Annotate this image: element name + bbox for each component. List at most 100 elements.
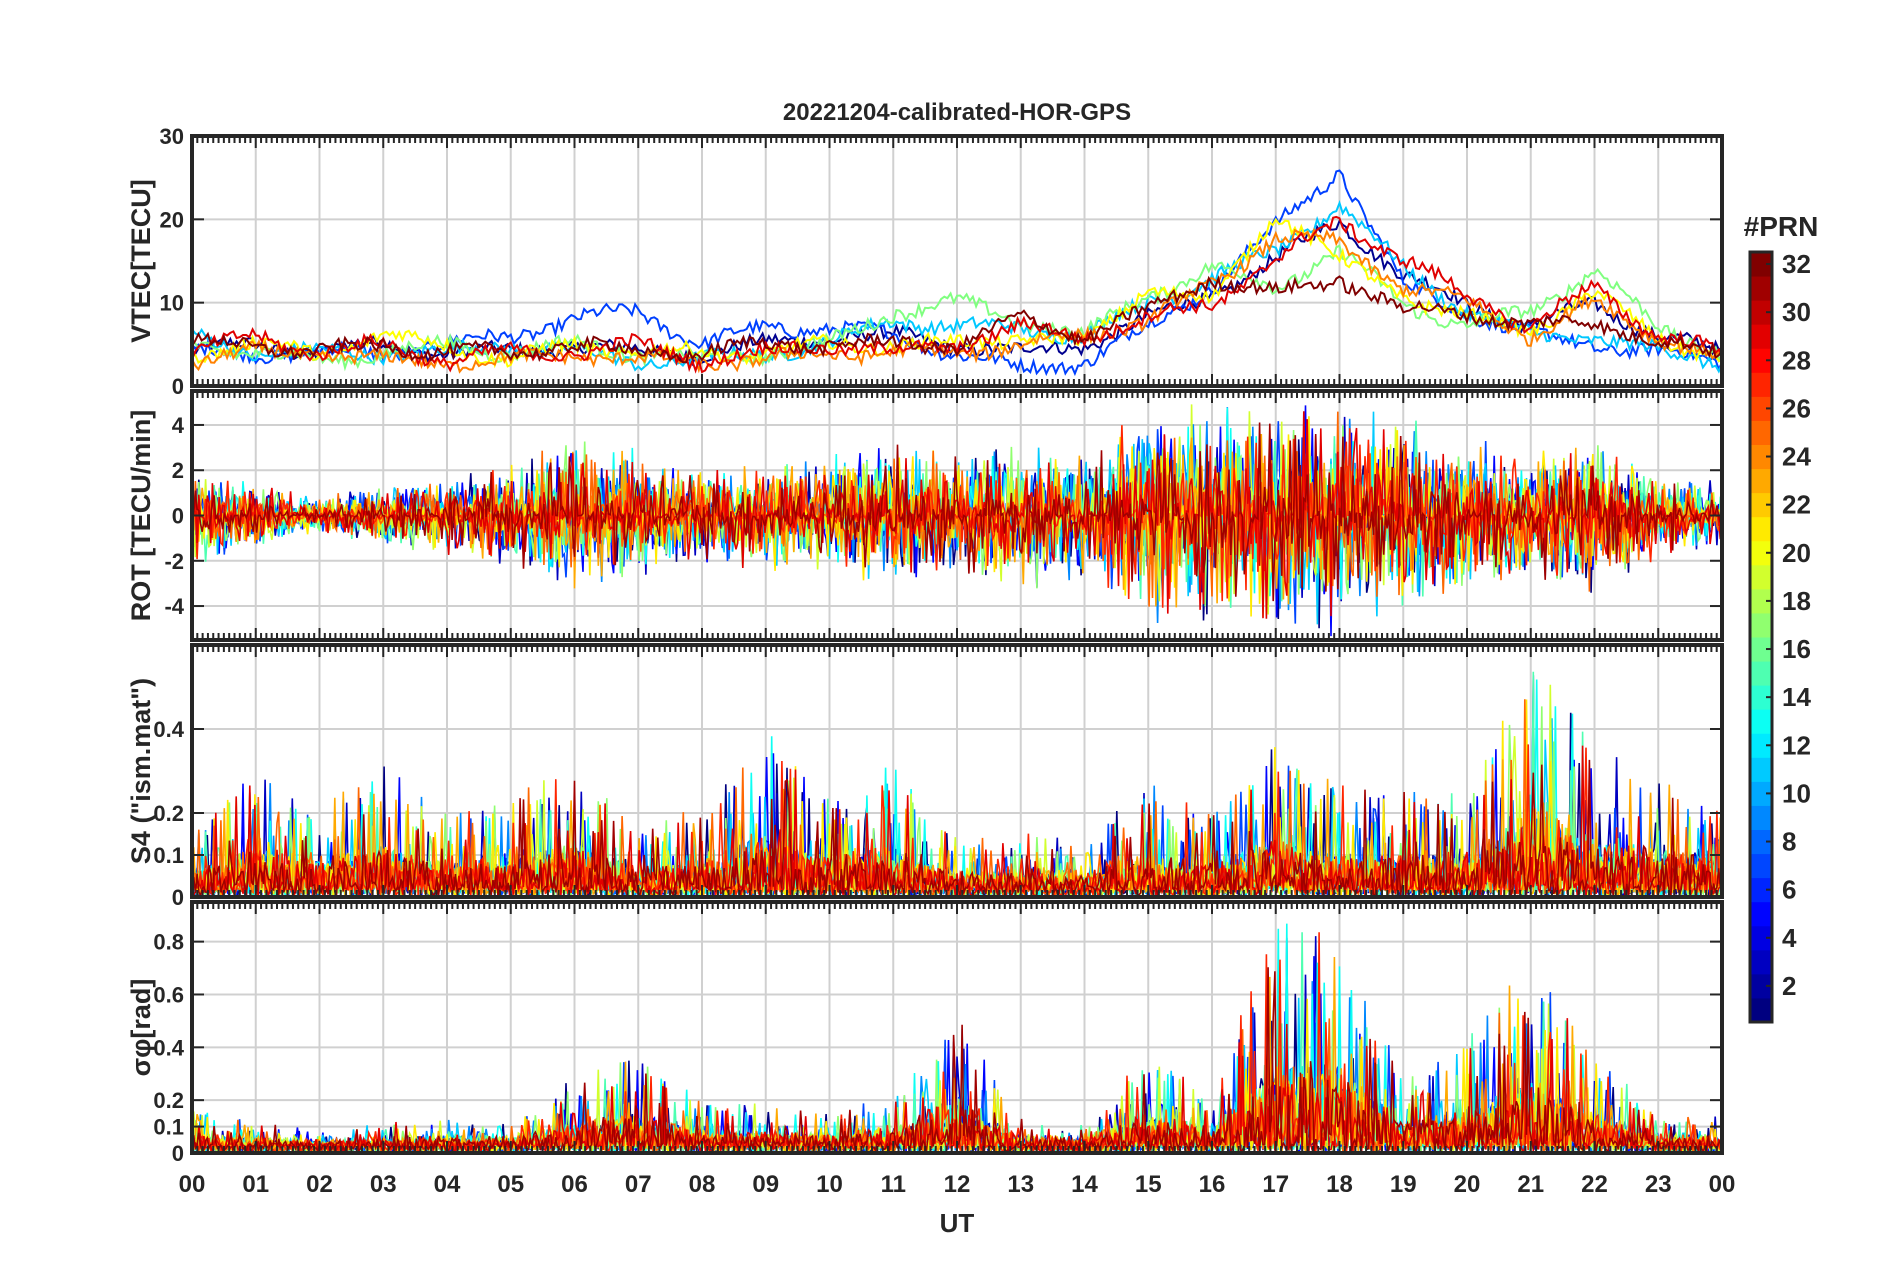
y-axis-label: S4 ("ism.mat"): [126, 678, 156, 864]
trace-prn-31: [192, 422, 1722, 602]
panel-traces: [192, 404, 1722, 637]
panel-minor-ticks: [191, 135, 1723, 387]
x-tick-label: 19: [1390, 1171, 1417, 1198]
panel-sigma_phi: 00.10.2 0.4 0.6 0.8 σφ[rad]: [126, 900, 1724, 1166]
colorbar-segment: [1750, 276, 1772, 301]
x-tick-label: 09: [752, 1171, 779, 1198]
x-tick-label: 12: [944, 1171, 971, 1198]
colorbar-segment: [1750, 300, 1772, 325]
y-tick-label: 30: [160, 124, 184, 149]
panel-minor-ticks: [191, 645, 1723, 898]
colorbar-segment: [1750, 997, 1772, 1023]
colorbar-segment: [1750, 540, 1772, 566]
x-tick-label: 06: [561, 1171, 588, 1198]
y-tick-label: 0.4: [153, 717, 184, 742]
x-tick-label: 21: [1517, 1171, 1544, 1198]
colorbar-tick-label: 20: [1782, 538, 1811, 568]
colorbar-segment: [1750, 781, 1772, 806]
panel-minor-ticks: [191, 902, 1723, 1154]
x-tick-label: 18: [1326, 1171, 1353, 1198]
vtec-series: [192, 215, 1722, 374]
x-tick-label: 20: [1454, 1171, 1481, 1198]
colorbar-tick-label: 32: [1782, 249, 1811, 279]
y-tick-label: 0: [172, 1141, 184, 1166]
vtec-series: [192, 217, 1722, 369]
x-tick-label: 01: [242, 1171, 269, 1198]
colorbar-tick-label: 6: [1782, 875, 1796, 905]
y-tick-label: 0.2: [153, 1088, 184, 1113]
colorbar-segment: [1750, 324, 1772, 349]
colorbar-segment: [1750, 420, 1772, 445]
y-tick-label: 2: [172, 458, 184, 483]
colorbar-tick-label: 22: [1782, 490, 1811, 520]
colorbar-tick-label: 28: [1782, 345, 1811, 375]
y-tick-label: 0.6: [153, 982, 184, 1007]
vtec-series: [192, 244, 1722, 372]
colorbar-tick-label: 16: [1782, 634, 1811, 664]
colorbar-segment: [1750, 949, 1772, 975]
colorbar-segment: [1750, 661, 1772, 686]
colorbar-segment: [1750, 468, 1772, 494]
colorbar-tick-label: 2: [1782, 971, 1796, 1001]
y-tick-label: 0.1: [153, 843, 184, 868]
y-tick-label: 0: [172, 504, 184, 529]
colorbar-segment: [1750, 252, 1772, 277]
colorbar-tick-label: 8: [1782, 827, 1796, 857]
colorbar-segment: [1750, 516, 1772, 542]
y-tick-label: 0: [172, 885, 184, 910]
colorbar-segment: [1750, 853, 1772, 879]
x-tick-label: 13: [1007, 1171, 1034, 1198]
y-tick-label: 0: [172, 374, 184, 399]
x-tick-label: 16: [1199, 1171, 1226, 1198]
panel-grid: [192, 902, 1722, 1153]
x-tick-label: 03: [370, 1171, 397, 1198]
x-tick-label: 00: [179, 1171, 206, 1198]
colorbar-tick-label: 10: [1782, 778, 1811, 808]
colorbar-tick-label: 18: [1782, 586, 1811, 616]
colorbar-tick-label: 4: [1782, 923, 1797, 953]
colorbar-segment: [1750, 877, 1772, 903]
x-axis-label: UT: [940, 1208, 975, 1238]
panel-vtec: 0 10 20 30 VTEC[TECU]: [126, 124, 1724, 399]
x-tick-label: 02: [306, 1171, 333, 1198]
colorbar-segment: [1750, 372, 1772, 397]
y-tick-label: 20: [160, 207, 184, 232]
colorbar-segment: [1750, 901, 1772, 927]
x-tick-label: 17: [1262, 1171, 1289, 1198]
colorbar-segment: [1750, 685, 1772, 710]
colorbar-tick-label: 24: [1782, 442, 1811, 472]
y-tick-label: 0.1: [153, 1115, 184, 1140]
colorbar-segment: [1750, 444, 1772, 470]
colorbar-frame: [1748, 250, 1774, 1024]
x-tick-label: 23: [1645, 1171, 1672, 1198]
vtec-series: [192, 275, 1722, 364]
panel-s4: 0 0.1 0.2 0.4S4 ("ism.mat"): [126, 643, 1724, 910]
colorbar-segment: [1750, 829, 1772, 855]
colorbar-tick-label: 26: [1782, 393, 1811, 423]
colorbar-segment: [1750, 757, 1772, 782]
panel-traces: [192, 169, 1722, 377]
y-axis-label: ROT [TECU/min]: [126, 410, 156, 621]
x-tick-label: 11: [881, 1171, 906, 1198]
y-tick-label: 10: [160, 291, 184, 316]
colorbar-segment: [1750, 973, 1772, 999]
colorbar-segment: [1750, 805, 1772, 830]
colorbar-tick-label: 14: [1782, 682, 1811, 712]
x-tick-label: 22: [1581, 1171, 1608, 1198]
colorbar-segment: [1750, 492, 1772, 518]
colorbar-tick-label: 30: [1782, 297, 1811, 327]
x-tick-label: 00: [1709, 1171, 1736, 1198]
x-tick-label: 04: [434, 1171, 461, 1198]
y-tick-label: -2: [164, 549, 184, 574]
panel-rot: -4 -2 0 2 4 ROT [TECU/min]: [126, 389, 1724, 642]
x-axis: 00 01 02 03 04 05 06 07 08 09 10 11 12 13 14 15 16 17 18 19…: [179, 1171, 1736, 1198]
colorbar-segment: [1750, 925, 1772, 951]
colorbar-segment: [1750, 709, 1772, 734]
colorbar-segment: [1750, 612, 1772, 638]
y-tick-label: 0.2: [153, 801, 184, 826]
y-axis-label: σφ[rad]: [126, 979, 156, 1077]
x-tick-label: 15: [1135, 1171, 1162, 1198]
